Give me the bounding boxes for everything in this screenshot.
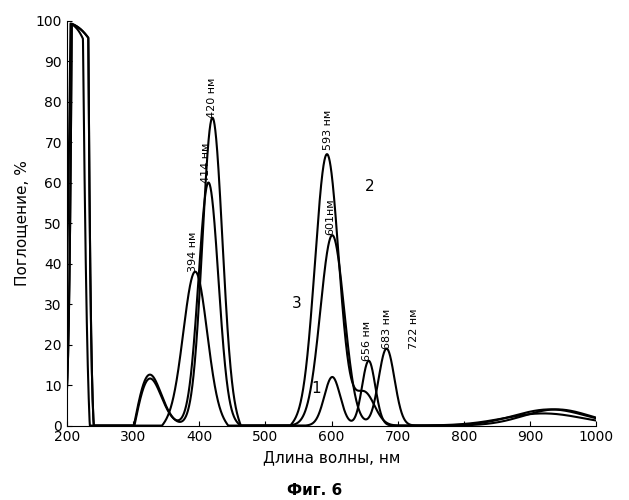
Text: 2: 2	[365, 178, 374, 194]
Text: 683 нм: 683 нм	[382, 308, 392, 348]
Text: 420 нм: 420 нм	[208, 78, 218, 118]
Text: 656 нм: 656 нм	[362, 320, 372, 361]
Text: 722 нм: 722 нм	[409, 308, 419, 348]
Text: 394 нм: 394 нм	[187, 232, 198, 272]
Text: Фиг. 6: Фиг. 6	[287, 483, 342, 498]
Text: 593 нм: 593 нм	[323, 110, 333, 150]
X-axis label: Длина волны, нм: Длина волны, нм	[263, 450, 400, 465]
Text: 3: 3	[292, 296, 302, 311]
Text: 601нм: 601нм	[325, 198, 335, 235]
Text: 414 нм: 414 нм	[201, 142, 211, 182]
Y-axis label: Поглощение, %: Поглощение, %	[15, 160, 30, 286]
Text: 1: 1	[312, 381, 321, 396]
